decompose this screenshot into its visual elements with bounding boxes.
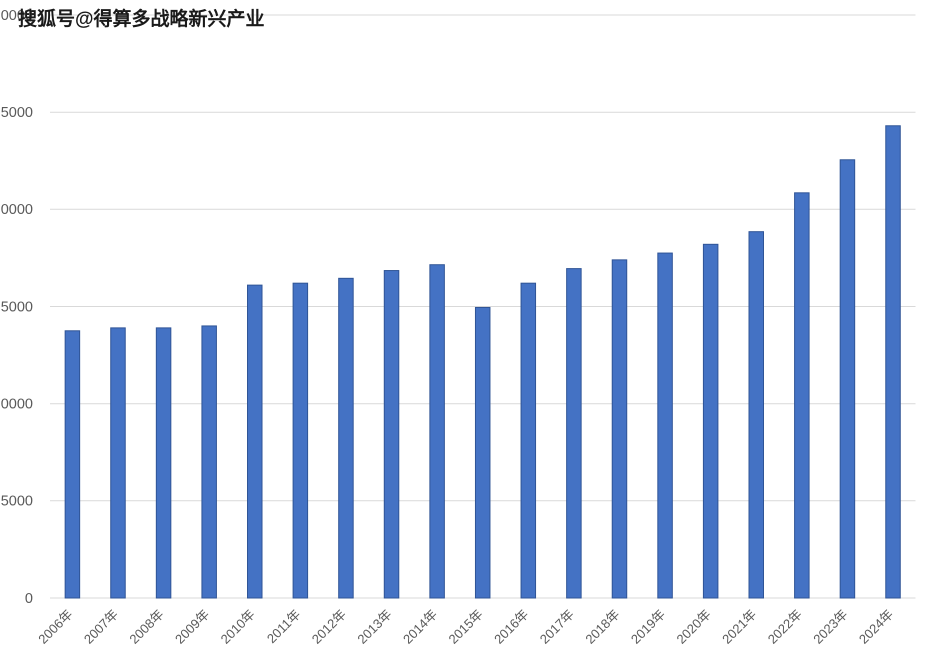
svg-text:2015年: 2015年 <box>446 607 486 647</box>
svg-text:2006年: 2006年 <box>35 607 75 647</box>
svg-text:2011年: 2011年 <box>264 607 304 647</box>
svg-text:2018年: 2018年 <box>582 607 622 647</box>
svg-text:2024年: 2024年 <box>856 607 896 647</box>
svg-text:2009年: 2009年 <box>172 607 212 647</box>
svg-text:2023年: 2023年 <box>810 607 850 647</box>
svg-text:2017年: 2017年 <box>537 607 577 647</box>
svg-text:2013年: 2013年 <box>354 607 394 647</box>
svg-text:2022年: 2022年 <box>765 607 805 647</box>
svg-text:2016年: 2016年 <box>491 607 531 647</box>
svg-text:2012年: 2012年 <box>309 607 349 647</box>
svg-text:2014年: 2014年 <box>400 607 440 647</box>
svg-text:2010年: 2010年 <box>218 607 258 647</box>
svg-text:0: 0 <box>25 591 33 607</box>
svg-text:10000: 10000 <box>0 397 33 413</box>
svg-text:2021年: 2021年 <box>719 607 759 647</box>
svg-text:5000: 5000 <box>1 494 33 510</box>
svg-text:2020年: 2020年 <box>674 607 714 647</box>
svg-text:15000: 15000 <box>0 299 33 315</box>
svg-text:25000: 25000 <box>0 105 33 121</box>
svg-text:20000: 20000 <box>0 202 33 218</box>
svg-text:2019年: 2019年 <box>628 607 668 647</box>
svg-text:2008年: 2008年 <box>126 607 166 647</box>
svg-text:2007年: 2007年 <box>81 607 121 647</box>
